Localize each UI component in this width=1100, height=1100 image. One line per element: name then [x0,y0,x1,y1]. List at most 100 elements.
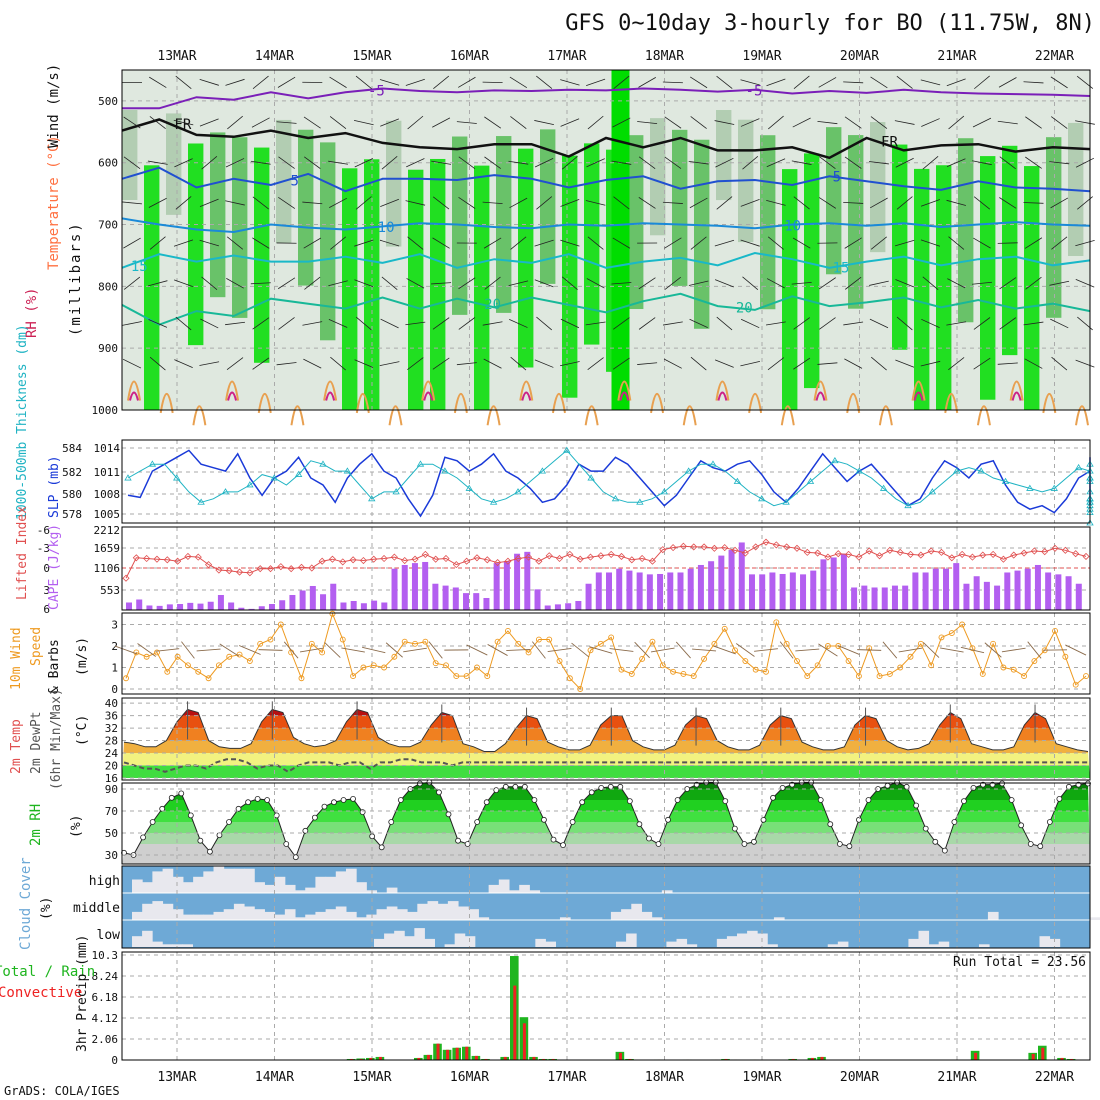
cloud-low-bar [767,944,778,947]
rh-2m-marker [913,802,920,809]
cape-bar [657,573,664,610]
wind-barb [328,280,348,287]
rh-region [782,169,798,410]
wind-barb [870,197,888,209]
isotherm-plus25-loop [486,405,501,426]
wind-barb [1023,202,1044,204]
wind-barb [123,156,141,169]
millibars-label: (millibars) [68,221,84,336]
cape-bar [187,602,194,610]
wind-barb [560,361,580,367]
wind-barb [948,357,965,371]
cape-lifted-index-panel: -6 2212 -3 1659 0 1106 3 553 6 [37,524,1091,616]
cloud-low-bar [172,944,183,947]
cloud-low-bar [676,938,688,947]
isotherm-plus30-loop [717,391,728,401]
thickness-marker [270,474,278,481]
rh-2m-marker [674,797,681,803]
wind-barb [456,121,477,124]
cloud-low-bar [616,941,627,947]
cape-bar [728,549,735,610]
wind-barb [226,236,244,250]
wind-barb [740,318,760,329]
wind-barb [148,319,168,328]
precip-convective-bar [628,1058,632,1060]
wind-speed-marker [257,640,264,647]
rh-2m-marker [951,819,958,825]
isotherm-label: 20 [484,297,501,313]
thickness-marker [928,488,937,495]
rh-2m-marker [932,838,939,845]
cloud-high-bar [519,884,530,893]
wind-barb [766,200,786,206]
isotherm-plus25-loop [911,380,926,401]
wind-label: Wind (m/s) [46,64,62,148]
wind10m-tick-label: 1 [111,662,118,675]
precip-tick-label: 4.12 [92,1012,119,1025]
wind-barb [536,196,553,210]
wind-barb [199,198,219,208]
cape-bar [503,561,510,610]
rh-2m-marker [359,809,366,815]
rh-band [122,789,1090,800]
wind-speed-marker [381,664,388,671]
rh-2m-marker [827,821,834,828]
cape-bar [575,600,582,610]
wind-barb [845,276,862,290]
wind-barb [482,321,503,326]
cape-bar [626,570,633,610]
wind-barb [354,359,374,368]
thickness-marker [416,460,425,467]
wind-barb [277,277,296,290]
temp-band [122,709,1090,716]
rh-2m-marker [798,779,805,786]
rh-2m-marker [321,803,328,810]
wind10m-barb [754,648,778,652]
lifted-index-marker [731,546,739,554]
cloud-middle-bar [386,906,398,920]
rh-2m-marker [178,790,185,797]
lifted-index-marker [617,552,626,561]
cloud-low-bar [686,944,698,947]
wind-speed-marker [350,673,357,680]
temp2m-tick-label: 32 [105,722,118,735]
cape-bar [840,553,847,610]
lifted-index-marker [783,543,791,551]
wind-barb [252,75,269,89]
thickness-marker [538,467,547,474]
lifted-index-marker [205,561,213,569]
cloud-low-bar [827,944,839,947]
wind-barb [148,197,167,208]
lifted-index-marker [968,553,977,561]
wind10m-barb [428,641,443,659]
wind-barb [612,357,630,370]
lifted-index-marker [979,551,987,559]
cape-bar [1055,574,1062,610]
wind10m-barb [181,641,195,659]
rh-2m-marker [140,834,146,841]
rh-band [122,811,1090,822]
lifted-index-marker [473,554,481,562]
wind-speed-marker [474,664,480,671]
temp2m-units: (°C) [75,715,90,746]
lifted-index-marker [669,544,677,552]
isotherm-plus25-loop [1009,380,1024,401]
isotherm-plus25-loop [323,380,338,401]
isotherm-plus25-loop [748,392,763,414]
cape-bar [381,602,388,610]
cape-bar [534,589,541,610]
isotherm-label: 15 [833,261,850,277]
cloud-middle-bar [274,914,286,920]
precip-convective-bar [446,1049,450,1060]
cloud-high-bar [509,890,520,893]
wind-speed-marker [370,662,377,669]
isotherm-plus20-line [121,292,1091,326]
isotherm-label: 10 [378,220,395,236]
wind-barb [766,158,786,168]
wind-barb [328,319,348,328]
dewpoint-2m-line [123,758,1088,773]
date-tick-top: 17MAR [547,49,586,64]
cloud-high-bar [386,887,398,893]
rh-region [584,143,600,345]
precip-convective-bar [724,1058,728,1060]
